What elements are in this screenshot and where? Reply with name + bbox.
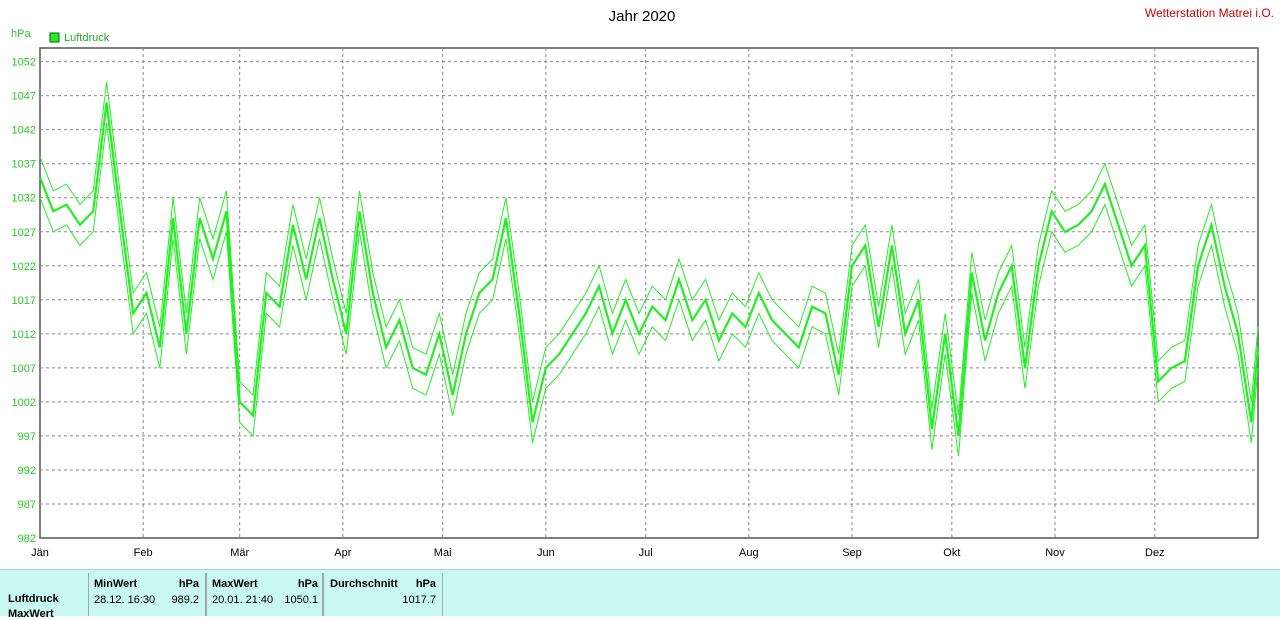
y-tick-label: 1037 bbox=[12, 159, 36, 171]
avg-unit: hPa bbox=[415, 578, 436, 590]
x-tick-label: Okt bbox=[943, 547, 960, 559]
x-tick-label: Nov bbox=[1045, 547, 1065, 559]
x-tick-label: Sep bbox=[842, 547, 862, 559]
x-tick-label: Mär bbox=[230, 547, 249, 559]
stats-panel: Luftdruck MaxWert MinWert hPa 28.12. 16:… bbox=[0, 569, 1280, 620]
avg-head: Durchschnitt bbox=[330, 578, 398, 590]
min-time: 28.12. 16:30 bbox=[94, 594, 156, 606]
max-box: MaxWert hPa 20.01. 21:40 1050.1 bbox=[206, 573, 323, 616]
legend-swatch bbox=[49, 32, 60, 43]
x-tick-label: Jul bbox=[639, 547, 653, 559]
stats-row-maxwert: MaxWert bbox=[8, 608, 54, 620]
x-tick-label: Jän bbox=[31, 547, 49, 559]
legend: Luftdruck bbox=[49, 32, 110, 44]
min-unit: hPa bbox=[178, 578, 199, 590]
y-tick-label: 1022 bbox=[12, 261, 36, 273]
y-tick-label: 1017 bbox=[12, 295, 36, 307]
y-tick-label: 1042 bbox=[12, 125, 36, 137]
plot-area bbox=[39, 47, 1259, 539]
x-tick-label: Apr bbox=[334, 547, 351, 559]
pressure-chart: Jahr 2020 Wetterstation Matrei i.O. hPa … bbox=[11, 6, 1274, 559]
series-luftdruck-line bbox=[38, 102, 1260, 437]
y-tick-label: 1007 bbox=[12, 363, 36, 375]
y-axis: 982 987 992 997 1002 1007 1012 1017 1022 1027 1032… bbox=[12, 57, 36, 545]
station-name: Wetterstation Matrei i.O. bbox=[1145, 6, 1274, 20]
max-value: 1050.1 bbox=[284, 594, 318, 606]
y-tick-label: 1012 bbox=[12, 329, 36, 341]
x-tick-label: Jun bbox=[537, 547, 555, 559]
min-head: MinWert bbox=[94, 578, 138, 590]
max-time: 20.01. 21:40 bbox=[212, 594, 274, 606]
x-tick-label: Feb bbox=[134, 547, 153, 559]
y-tick-label: 1027 bbox=[12, 227, 36, 239]
series-min-line bbox=[39, 122, 1259, 457]
y-tick-label: 1002 bbox=[12, 397, 36, 409]
legend-label: Luftdruck bbox=[64, 32, 110, 44]
avg-value: 1017.7 bbox=[402, 594, 436, 606]
y-tick-label: 1047 bbox=[12, 91, 36, 103]
avg-box: Durchschnitt hPa 1017.7 bbox=[323, 573, 443, 616]
grid bbox=[40, 48, 1258, 538]
series-layer bbox=[38, 81, 1260, 457]
max-head: MaxWert bbox=[212, 578, 258, 590]
y-tick-label: 987 bbox=[18, 499, 36, 511]
y-tick-label: 982 bbox=[18, 533, 36, 545]
y-tick-label: 1032 bbox=[12, 193, 36, 205]
y-axis-unit: hPa bbox=[11, 28, 31, 40]
x-tick-label: Mai bbox=[434, 547, 452, 559]
y-tick-label: 992 bbox=[18, 465, 36, 477]
x-tick-label: Aug bbox=[739, 547, 759, 559]
chart-title: Jahr 2020 bbox=[609, 8, 676, 25]
min-box: MinWert hPa 28.12. 16:30 989.2 bbox=[88, 573, 206, 616]
y-tick-label: 997 bbox=[18, 431, 36, 443]
x-tick-label: Dez bbox=[1145, 547, 1165, 559]
y-tick-label: 1052 bbox=[12, 57, 36, 69]
series-max-line bbox=[39, 81, 1259, 416]
stats-row-luftdruck: Luftdruck bbox=[8, 593, 59, 605]
max-unit: hPa bbox=[297, 578, 318, 590]
x-axis: Jän Feb Mär Apr Mai Jun Jul Aug Sep Okt Nov Dez bbox=[31, 547, 1164, 559]
min-value: 989.2 bbox=[171, 594, 199, 606]
